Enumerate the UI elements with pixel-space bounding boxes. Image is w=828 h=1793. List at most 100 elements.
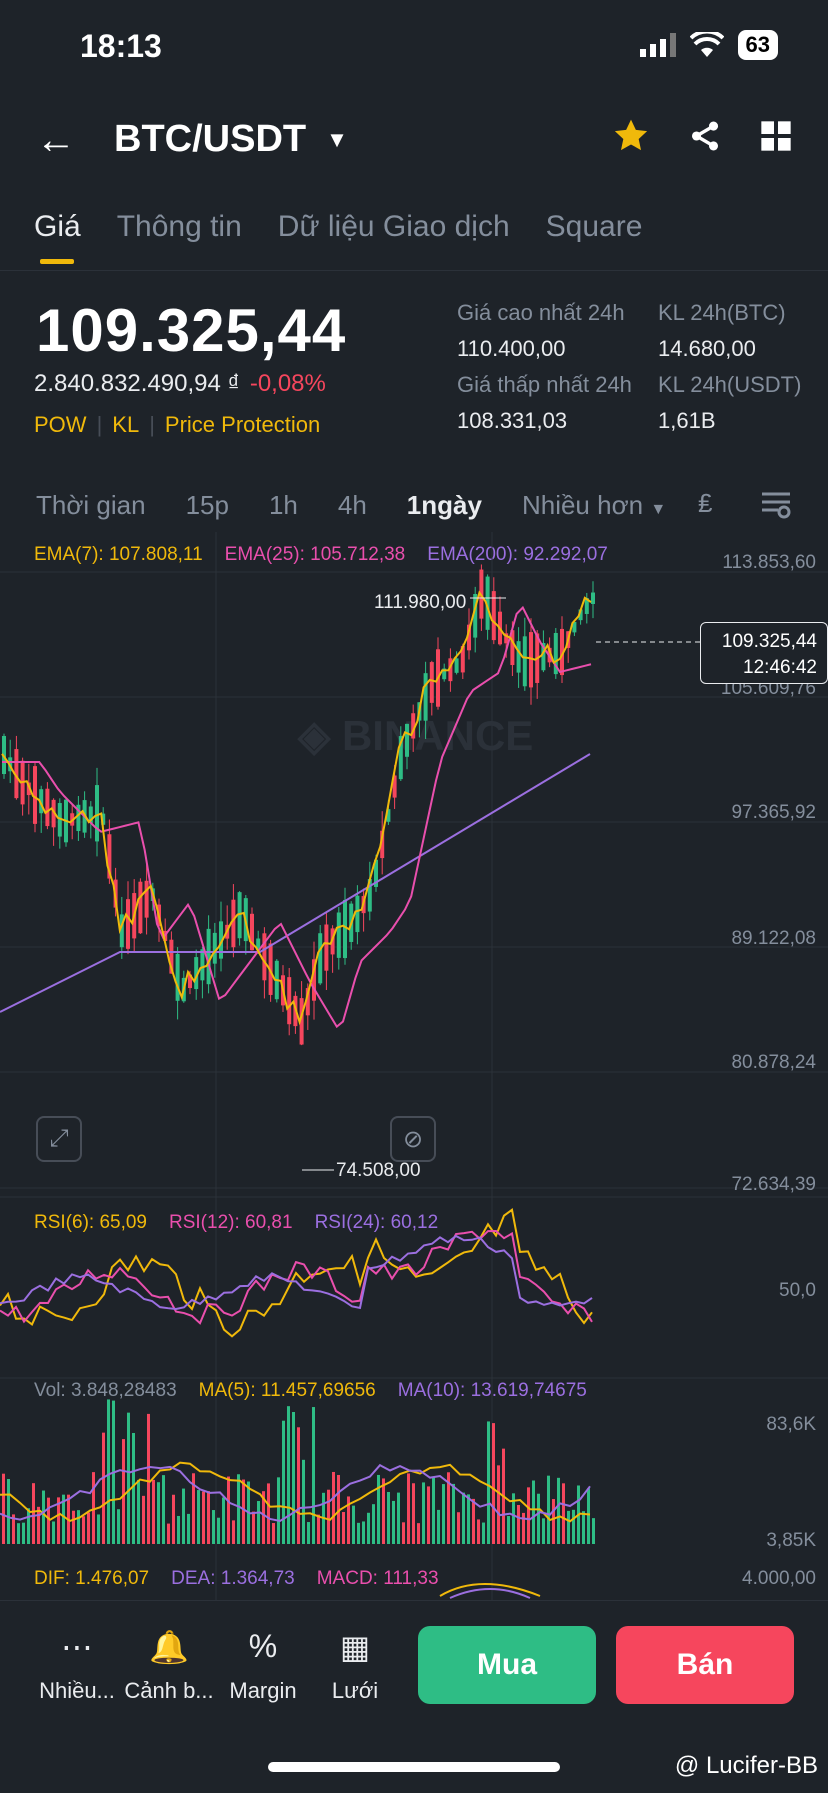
rsi6-label: RSI(6): 65,09 bbox=[34, 1212, 147, 1233]
home-indicator[interactable] bbox=[268, 1762, 560, 1772]
timeframe-more[interactable]: Nhiều hơn ▼ bbox=[522, 490, 666, 521]
page-tabs: Giá Thông tin Dữ liệu Giao dịch Square bbox=[34, 210, 643, 264]
back-arrow-icon[interactable]: ← bbox=[36, 118, 76, 162]
stat-high-value: 110.400,00 bbox=[457, 336, 566, 361]
bell-icon: 🔔 bbox=[149, 1629, 189, 1665]
nav-margin-label: Margin bbox=[229, 1678, 297, 1703]
tag-kl[interactable]: KL bbox=[112, 412, 140, 437]
timeframe-1d[interactable]: 1ngày bbox=[406, 490, 482, 520]
ema200-line bbox=[0, 753, 591, 1013]
stat-low: Giá thấp nhất 24h 108.331,03 bbox=[457, 372, 632, 434]
timeframe-bar: Thời gian 15p 1h 4h 1ngày Nhiều hơn ▼ bbox=[36, 490, 666, 521]
chevron-down-icon: ▼ bbox=[650, 501, 667, 518]
candle-countdown: 12:46:42 bbox=[743, 657, 817, 678]
tag-separator: | bbox=[96, 412, 103, 437]
nav-alert[interactable]: 🔔 Cảnh b... bbox=[124, 1628, 214, 1704]
nav-grid-label: Lưới bbox=[331, 1678, 379, 1703]
stat-vol-btc-label: KL 24h(BTC) bbox=[658, 300, 786, 325]
nav-more[interactable]: ⋯ Nhiều... bbox=[32, 1628, 122, 1704]
current-price-value: 109.325,44 bbox=[721, 631, 817, 652]
sell-button[interactable]: Bán bbox=[616, 1626, 794, 1704]
price-axis-label: 97.365,92 bbox=[731, 802, 816, 823]
current-price-tag[interactable]: 109.325,44 12:46:42 bbox=[700, 622, 828, 684]
nav-margin[interactable]: % Margin bbox=[218, 1628, 308, 1704]
timeframe-time[interactable]: Thời gian bbox=[36, 490, 146, 520]
vol-axis-top: 83,6K bbox=[766, 1414, 816, 1435]
chevron-down-icon: ▼ bbox=[326, 126, 348, 152]
tag-price-protection[interactable]: Price Protection bbox=[164, 412, 321, 437]
dif-label: DIF: 1.476,07 bbox=[34, 1568, 150, 1589]
star-icon[interactable] bbox=[612, 118, 650, 154]
tab-price[interactable]: Giá bbox=[34, 210, 81, 264]
low-annotation: 74.508,00 bbox=[336, 1160, 421, 1181]
percent-icon: % bbox=[248, 1628, 278, 1664]
volume-panel bbox=[0, 1399, 595, 1544]
stat-vol-btc: KL 24h(BTC) 14.680,00 bbox=[658, 300, 786, 362]
pair-title: BTC/USDT bbox=[114, 118, 307, 160]
tab-info[interactable]: Thông tin bbox=[116, 210, 242, 243]
ema-legend: EMA(7): 107.808,11 EMA(25): 105.712,38 E… bbox=[34, 544, 608, 566]
macd-axis-label: 4.000,00 bbox=[742, 1568, 816, 1589]
battery-icon: 63 bbox=[737, 30, 778, 60]
price-change: -0,08% bbox=[249, 370, 326, 397]
volume-legend: Vol: 3.848,28483 MA(5): 11.457,69656 MA(… bbox=[34, 1380, 587, 1402]
ema200-label: EMA(200): 92.292,07 bbox=[427, 544, 608, 565]
grid-bot-icon: ▦ bbox=[339, 1629, 371, 1665]
ma10-label: MA(10): 13.619,74675 bbox=[397, 1380, 587, 1401]
vol-axis-bottom: 3,85K bbox=[766, 1530, 816, 1551]
rsi-axis-label: 50,0 bbox=[779, 1280, 816, 1301]
timeframe-1h[interactable]: 1h bbox=[268, 490, 298, 520]
macd-panel bbox=[439, 1583, 541, 1599]
dea-label: DEA: 1.364,73 bbox=[171, 1568, 295, 1589]
share-icon[interactable] bbox=[688, 119, 722, 153]
macd-legend: DIF: 1.476,07 DEA: 1.364,73 MACD: 111,33 bbox=[34, 1568, 439, 1590]
rsi-panel bbox=[0, 1208, 593, 1338]
stat-vol-btc-value: 14.680,00 bbox=[658, 336, 756, 361]
candlestick-chart[interactable]: ◈ BINANCE bbox=[0, 532, 828, 1600]
tab-trading-data[interactable]: Dữ liệu Giao dịch bbox=[277, 210, 510, 243]
high-annotation: 111.980,00 bbox=[374, 592, 467, 613]
depth-icon[interactable]: ₤ bbox=[698, 488, 713, 518]
stat-high-label: Giá cao nhất 24h bbox=[457, 300, 625, 325]
status-icons: 63 bbox=[639, 30, 778, 60]
rsi-legend: RSI(6): 65,09 RSI(12): 60,81 RSI(24): 60… bbox=[34, 1212, 438, 1234]
grid-menu-icon[interactable] bbox=[760, 120, 792, 152]
stat-high: Giá cao nhất 24h 110.400,00 bbox=[457, 300, 625, 362]
price-axis-label: 80.878,24 bbox=[731, 1052, 816, 1073]
timeframe-4h[interactable]: 4h bbox=[337, 490, 367, 520]
eye-off-icon[interactable]: ⊘ bbox=[390, 1116, 436, 1162]
chart-grid bbox=[0, 532, 828, 1600]
signal-icon bbox=[639, 33, 676, 57]
rsi12-label: RSI(12): 60,81 bbox=[169, 1212, 293, 1233]
stat-vol-usdt-label: KL 24h(USDT) bbox=[658, 372, 802, 397]
buy-button[interactable]: Mua bbox=[418, 1626, 596, 1704]
status-time: 18:13 bbox=[80, 28, 162, 64]
timeframe-15m[interactable]: 15p bbox=[185, 490, 229, 520]
more-dots-icon: ⋯ bbox=[61, 1629, 93, 1665]
expand-icon[interactable]: ⤢ bbox=[36, 1116, 82, 1162]
pair-selector[interactable]: BTC/USDT ▼ bbox=[114, 118, 348, 161]
chart-settings-icon[interactable] bbox=[760, 490, 792, 520]
vol-label: Vol: 3.848,28483 bbox=[34, 1380, 177, 1401]
header-actions bbox=[612, 118, 792, 154]
stat-vol-usdt-value: 1,61B bbox=[658, 408, 716, 433]
fiat-line: 2.840.832.490,94 ₫ -0,08% bbox=[34, 370, 326, 398]
nav-more-label: Nhiều... bbox=[39, 1678, 115, 1703]
fiat-price: 2.840.832.490,94 ₫ bbox=[34, 370, 240, 397]
timeframe-more-label: Nhiều hơn bbox=[521, 490, 644, 520]
tag-pow[interactable]: POW bbox=[34, 412, 87, 437]
ema7-line bbox=[1, 590, 592, 1026]
macd-label: MACD: 111,33 bbox=[316, 1568, 439, 1589]
watermark: @ Lucifer-BB bbox=[674, 1752, 818, 1779]
price-axis-label: 113.853,60 bbox=[722, 552, 816, 573]
ema25-line bbox=[2, 605, 592, 1029]
rsi24-label: RSI(24): 60,12 bbox=[314, 1212, 439, 1233]
tab-square[interactable]: Square bbox=[545, 210, 643, 243]
nav-grid[interactable]: ▦ Lưới bbox=[310, 1628, 400, 1704]
tag-separator: | bbox=[149, 412, 155, 437]
nav-alert-label: Cảnh b... bbox=[124, 1678, 214, 1703]
stat-low-label: Giá thấp nhất 24h bbox=[457, 372, 632, 397]
ema7-label: EMA(7): 107.808,11 bbox=[34, 544, 203, 565]
tag-list: POW | KL | Price Protection bbox=[34, 412, 320, 438]
ma5-label: MA(5): 11.457,69656 bbox=[198, 1380, 376, 1401]
